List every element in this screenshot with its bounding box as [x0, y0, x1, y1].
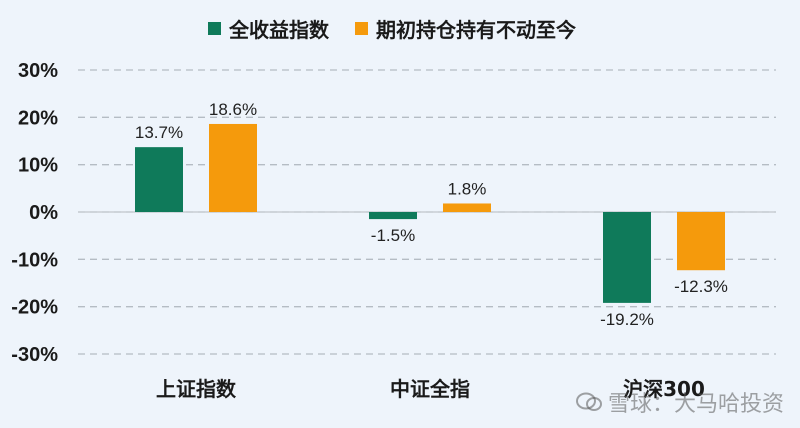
legend-label-series1: 全收益指数: [229, 18, 329, 42]
chart-legend: 全收益指数 期初持仓持有不动至今: [208, 14, 602, 43]
bar-1-2: [369, 212, 417, 220]
y-tick-label: 0%: [29, 202, 58, 224]
bar-2-2: [443, 203, 491, 212]
bar-2-1: [209, 123, 257, 212]
y-tick-label: -30%: [11, 344, 58, 366]
data-label: -1.5%: [371, 226, 415, 245]
bar-1-1: [135, 147, 183, 212]
data-label: 1.8%: [448, 179, 487, 198]
legend-swatch-series1: [208, 22, 221, 35]
bar-2-3: [677, 212, 725, 271]
y-tick-label: 30%: [18, 60, 58, 82]
data-label: 13.7%: [135, 123, 183, 142]
category-label: 上证指数: [156, 377, 237, 401]
category-label: 沪深300: [623, 377, 705, 401]
watermark-text: 雪球：大马哈投资: [607, 392, 784, 417]
data-label: -19.2%: [600, 310, 654, 329]
watermark: 雪球：大马哈投资: [575, 386, 784, 418]
y-tick-label: -10%: [11, 249, 58, 271]
y-tick-label: 10%: [18, 155, 58, 177]
legend-swatch-series2: [355, 22, 368, 35]
category-label: 中证全指: [390, 377, 470, 401]
legend-label-series2: 期初持仓持有不动至今: [376, 18, 576, 42]
data-label: 18.6%: [209, 100, 257, 119]
y-tick-label: -20%: [11, 297, 58, 319]
chat-bubble-icon: [575, 392, 602, 411]
legend-item-series1: 全收益指数: [208, 14, 329, 43]
y-tick-label: 20%: [18, 107, 58, 129]
legend-item-series2: 期初持仓持有不动至今: [355, 14, 576, 43]
data-label: -12.3%: [674, 277, 728, 296]
bar-1-3: [603, 212, 651, 303]
